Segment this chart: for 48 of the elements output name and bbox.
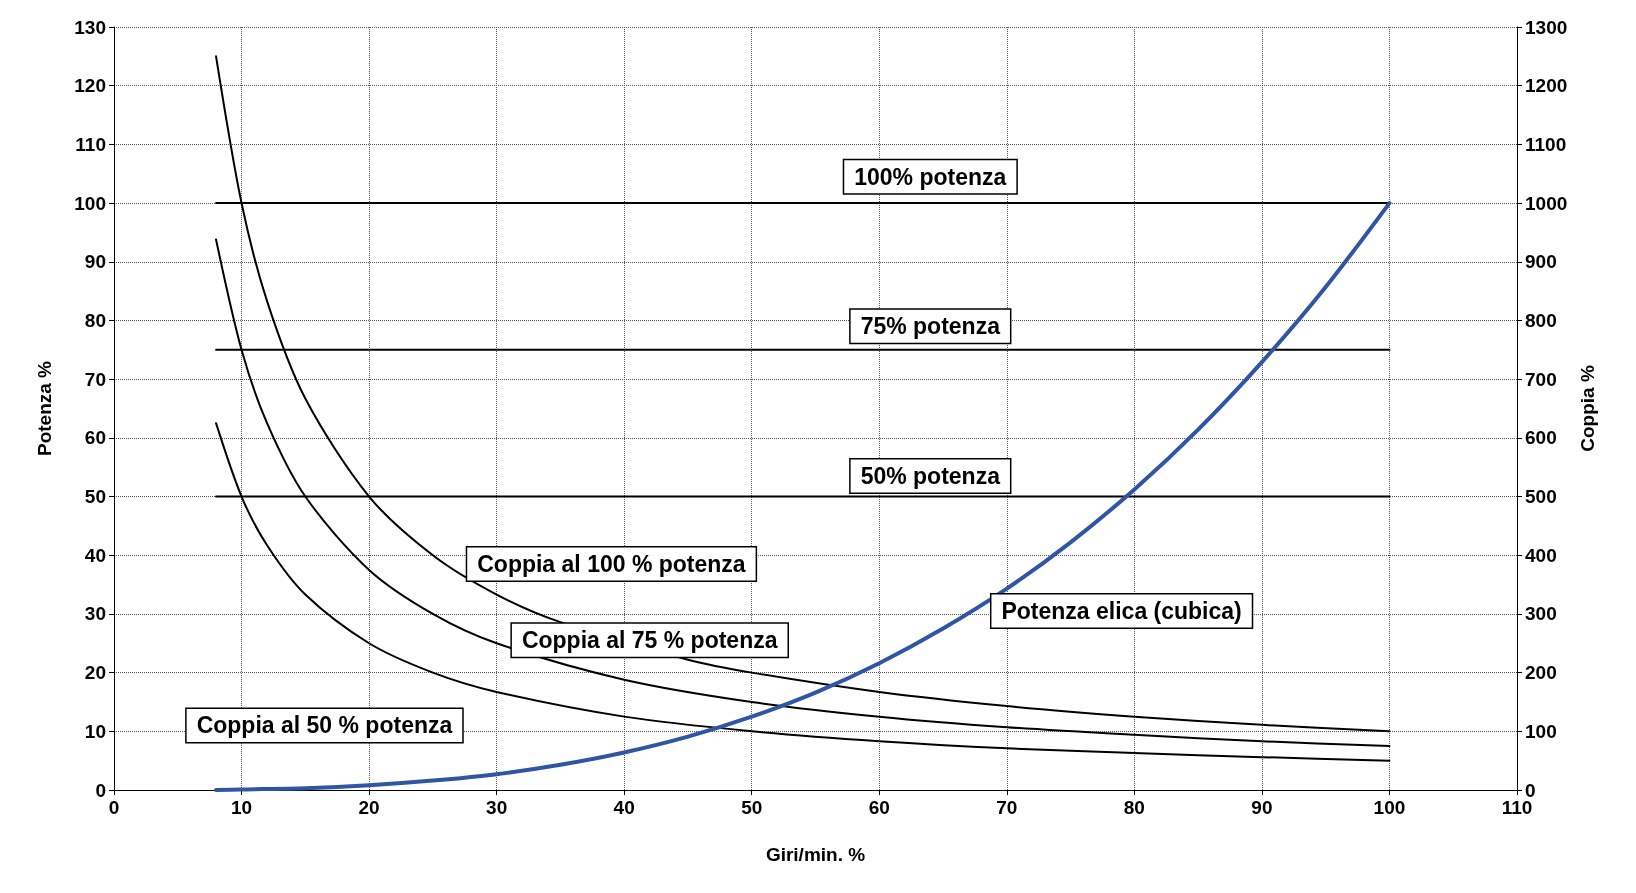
- y2-tick-label: 1300: [1525, 16, 1568, 38]
- y2-tick-label: 500: [1525, 486, 1557, 508]
- series-label: 75% potenza: [860, 313, 1001, 340]
- series-label: Coppia al 75 % potenza: [521, 627, 778, 654]
- y-tick-label: 130: [74, 16, 106, 38]
- x-tick-label: 60: [868, 797, 890, 818]
- series-label: 100% potenza: [854, 163, 1007, 190]
- y2-tick-label: 400: [1525, 544, 1557, 566]
- y2-tick-label: 100: [1525, 720, 1557, 742]
- y-tick-label: 50: [84, 486, 106, 508]
- y-tick-label: 90: [84, 251, 106, 273]
- series-label: Coppia al 100 % potenza: [477, 551, 746, 578]
- x-tick-label: 50: [741, 797, 763, 818]
- y-tick-label: 110: [75, 133, 106, 155]
- y2-tick-label: 1100: [1525, 133, 1567, 155]
- y-tick-label: 70: [84, 368, 106, 390]
- y2-tick-label: 300: [1525, 603, 1557, 625]
- y-axis-title: Potenza %: [34, 360, 55, 457]
- x-tick-label: 70: [996, 797, 1018, 818]
- x-tick-label: 100: [1373, 797, 1406, 818]
- y2-axis-title: Coppia %: [1577, 365, 1599, 452]
- y-tick-label: 10: [84, 720, 106, 742]
- x-tick-label: 80: [1123, 797, 1145, 818]
- y-tick-label: 20: [84, 662, 106, 684]
- x-tick-label: 90: [1251, 797, 1273, 818]
- y2-tick-label: 1200: [1525, 75, 1568, 97]
- series-label: Potenza elica (cubica): [1001, 597, 1242, 624]
- y-tick-label: 100: [74, 192, 106, 214]
- series-label: Coppia al 50 % potenza: [196, 712, 453, 739]
- x-axis-title: Giri/min. %: [765, 844, 866, 865]
- y-tick-label: 80: [84, 309, 106, 331]
- x-tick-label: 10: [230, 797, 253, 818]
- y-tick-label: 120: [74, 75, 106, 97]
- y-tick-label: 0: [95, 779, 106, 801]
- y2-tick-label: 900: [1525, 251, 1557, 273]
- y2-tick-label: 1000: [1525, 192, 1568, 214]
- x-tick-label: 20: [358, 797, 380, 818]
- x-tick-label: 0: [108, 797, 120, 818]
- x-tick-label: 40: [613, 797, 635, 818]
- y-tick-label: 30: [84, 603, 106, 625]
- y2-tick-label: 600: [1525, 427, 1557, 449]
- x-tick-label: 30: [486, 797, 508, 818]
- y2-tick-label: 200: [1525, 662, 1557, 684]
- y-tick-label: 60: [84, 427, 106, 449]
- y2-tick-label: 700: [1525, 368, 1557, 390]
- series-label: 50% potenza: [860, 463, 1001, 489]
- y-tick-label: 40: [84, 544, 106, 566]
- y2-tick-label: 800: [1525, 309, 1557, 331]
